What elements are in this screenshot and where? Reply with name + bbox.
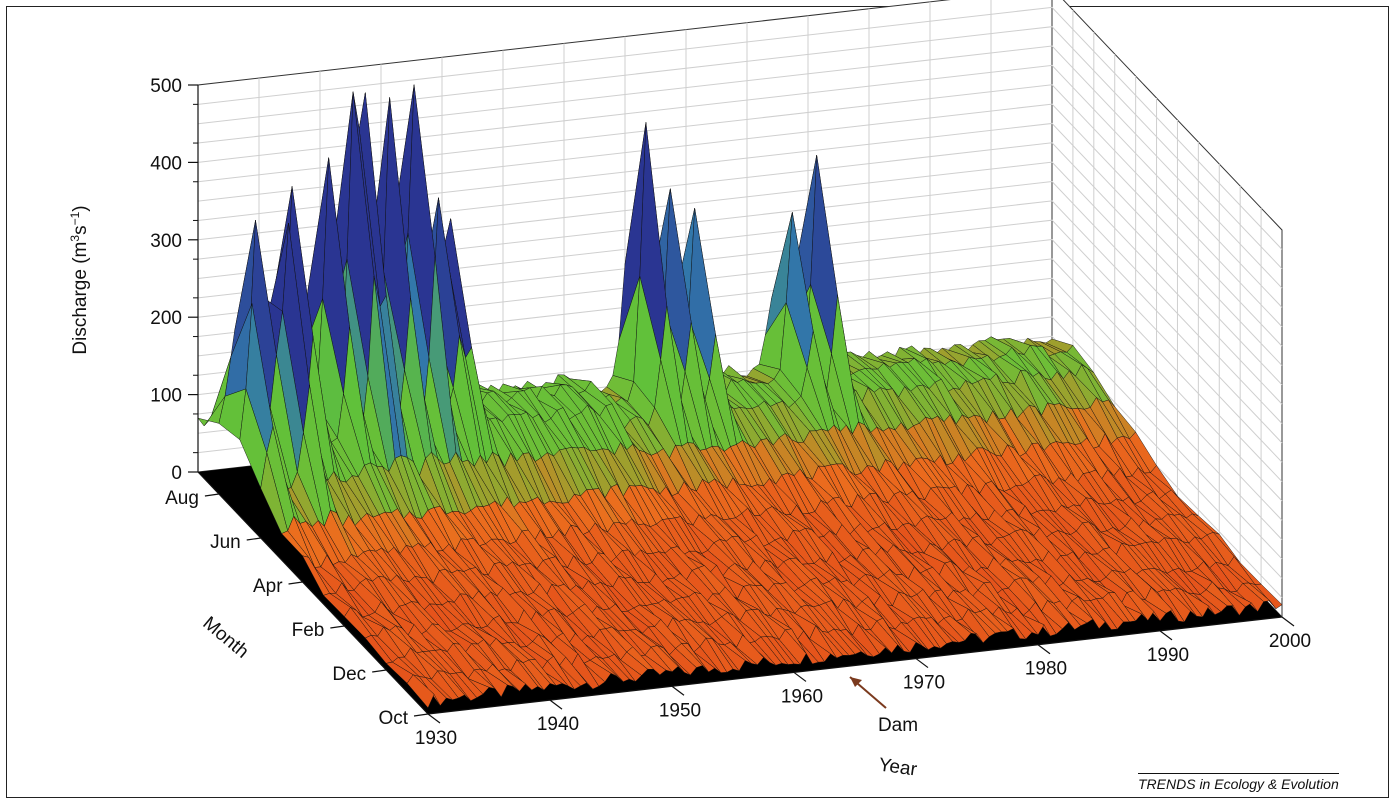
gridline xyxy=(197,142,1283,386)
x-axis-line xyxy=(427,616,1283,715)
z-tick-label: 500 xyxy=(150,76,182,97)
y-tick xyxy=(288,581,303,585)
y-tick xyxy=(372,669,387,673)
z-axis-label: Discharge (m3s−1) xyxy=(68,205,91,354)
gridline xyxy=(197,180,1283,424)
gridline xyxy=(197,239,1283,482)
dam-annotation-label: Dam xyxy=(878,715,918,736)
x-tick xyxy=(1281,616,1295,627)
x-axis-label: Year xyxy=(877,754,919,780)
gridline xyxy=(197,258,1283,502)
z-tick-label: 300 xyxy=(150,231,182,252)
y-tick xyxy=(330,625,345,629)
gridline xyxy=(197,316,1283,560)
y-tick-label: Jun xyxy=(210,532,241,553)
x-tick xyxy=(1159,630,1173,641)
gridline xyxy=(197,103,1283,347)
gridline xyxy=(197,122,1283,366)
y-tick xyxy=(413,713,429,717)
y-tick xyxy=(246,537,261,541)
gridline xyxy=(197,84,1283,328)
gridline xyxy=(197,219,1283,463)
x-tick-label: 1960 xyxy=(781,686,823,707)
y-tick xyxy=(204,493,219,497)
z-tick-label: 400 xyxy=(150,153,182,174)
gridline xyxy=(197,6,1283,250)
x-tick xyxy=(793,671,807,682)
surface-facet xyxy=(406,674,435,709)
dam-arrow-head xyxy=(850,677,862,687)
x-tick xyxy=(1037,644,1051,655)
x-tick-label: 1990 xyxy=(1147,645,1189,666)
x-tick xyxy=(427,713,441,724)
figure-frame xyxy=(6,6,1389,798)
x-tick xyxy=(549,699,563,710)
x-tick-label: 1950 xyxy=(659,700,701,721)
discharge-surface xyxy=(197,84,1283,709)
y-axis-line xyxy=(197,471,429,715)
chart-axes: 0 100 200 300 400 500 1930 1940 1950 1960 1970 1980… xyxy=(150,76,1311,749)
y-tick-label: Apr xyxy=(253,576,283,597)
x-tick xyxy=(915,658,929,669)
x-tick xyxy=(671,685,685,696)
y-tick-label: Aug xyxy=(165,488,199,509)
y-tick-label: Feb xyxy=(292,620,325,641)
x-tick-label: 1940 xyxy=(537,714,579,735)
gridline xyxy=(197,26,1283,270)
x-tick-label: 1980 xyxy=(1025,659,1067,680)
journal-credit: TRENDS in Ecology & Evolution xyxy=(1138,773,1339,792)
x-tick-label: 1930 xyxy=(415,728,457,749)
gridline xyxy=(197,45,1283,289)
z-tick-label: 0 xyxy=(171,463,182,484)
z-tick-label: 100 xyxy=(150,386,182,407)
gridline xyxy=(197,200,1283,444)
x-tick-label: 2000 xyxy=(1269,631,1311,652)
y-tick-label: Dec xyxy=(332,664,366,685)
y-axis-label: Month xyxy=(199,613,253,663)
x-tick-label: 1970 xyxy=(903,673,945,694)
gridline xyxy=(197,277,1283,521)
y-tick-label: Oct xyxy=(378,708,408,729)
z-tick-label: 200 xyxy=(150,308,182,329)
gridline xyxy=(197,161,1283,405)
gridline xyxy=(197,64,1283,308)
gridline xyxy=(197,297,1283,540)
